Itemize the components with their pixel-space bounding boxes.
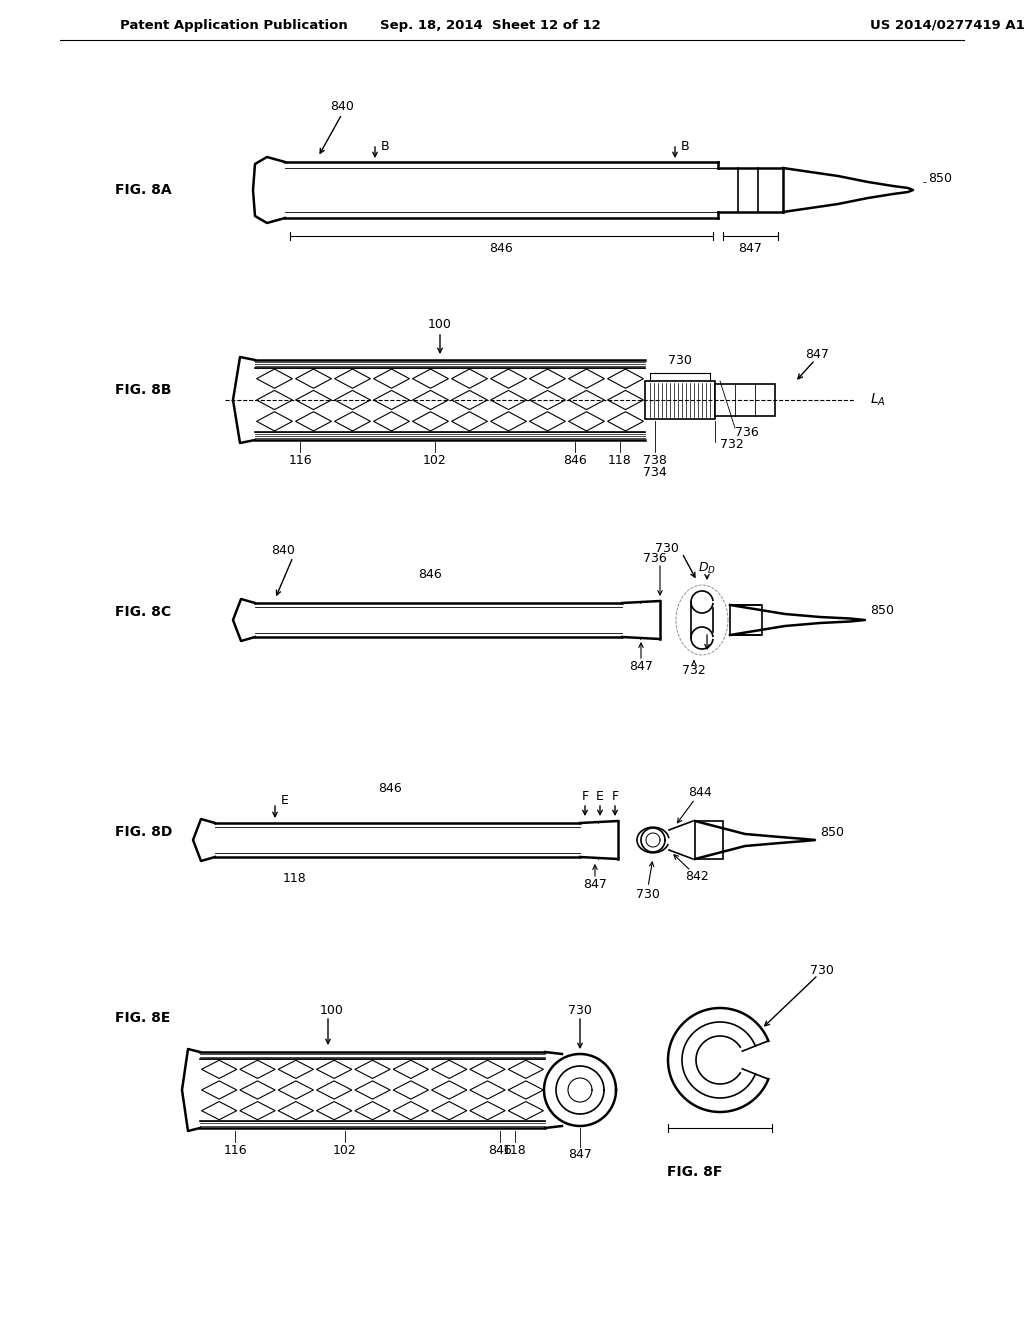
Text: 850: 850 [928,172,952,185]
Text: 847: 847 [629,660,653,673]
Text: F: F [582,791,589,804]
Text: Sep. 18, 2014  Sheet 12 of 12: Sep. 18, 2014 Sheet 12 of 12 [380,18,600,32]
Text: 730: 730 [668,355,692,367]
Text: 847: 847 [738,242,762,255]
Text: 100: 100 [319,1003,344,1016]
Text: 730: 730 [636,887,659,900]
Text: 732: 732 [720,438,743,451]
Text: FIG. 8A: FIG. 8A [115,183,172,197]
Text: 116: 116 [288,454,312,466]
Text: E: E [596,791,604,804]
Text: 846: 846 [563,454,587,466]
Text: 847: 847 [805,348,828,362]
Text: 850: 850 [820,825,844,838]
Text: 844: 844 [688,787,712,800]
Text: FIG. 8F: FIG. 8F [668,1166,723,1179]
Bar [715,384,775,416]
Text: FIG. 8B: FIG. 8B [115,383,171,397]
Text: 118: 118 [283,873,307,886]
Text: 736: 736 [643,552,667,565]
Text: 730: 730 [655,541,679,554]
Text: E: E [281,795,289,808]
Text: 730: 730 [568,1003,592,1016]
Text: 846: 846 [488,1143,512,1156]
Text: 846: 846 [378,781,401,795]
Text: FIG. 8C: FIG. 8C [115,605,171,619]
Text: US 2014/0277419 A1: US 2014/0277419 A1 [870,18,1024,32]
Text: 730: 730 [810,964,834,977]
Text: 102: 102 [423,454,446,466]
Text: 846: 846 [418,569,442,582]
Text: FIG. 8E: FIG. 8E [115,1011,170,1026]
Text: 734: 734 [643,466,667,479]
Text: 100: 100 [428,318,452,331]
Bar [645,381,715,418]
Text: 102: 102 [333,1143,357,1156]
Text: 847: 847 [568,1148,592,1162]
Text: 116: 116 [223,1143,247,1156]
Text: 840: 840 [330,100,354,114]
Text: 842: 842 [685,870,709,883]
Text: Patent Application Publication: Patent Application Publication [120,18,348,32]
Text: 840: 840 [271,544,295,557]
Bar [730,605,762,635]
Text: B: B [681,140,689,153]
Text: F: F [611,791,618,804]
Text: 732: 732 [682,664,706,676]
Text: $L_A$: $L_A$ [870,392,886,408]
Text: 738: 738 [643,454,667,466]
Bar [695,821,723,859]
Text: 736: 736 [735,425,759,438]
Text: 850: 850 [870,603,894,616]
Text: FIG. 8D: FIG. 8D [115,825,172,840]
Text: 846: 846 [489,242,513,255]
Text: 118: 118 [503,1143,527,1156]
Text: 118: 118 [608,454,632,466]
Text: B: B [381,140,389,153]
Text: $D_D$: $D_D$ [698,561,716,576]
Text: 847: 847 [583,879,607,891]
